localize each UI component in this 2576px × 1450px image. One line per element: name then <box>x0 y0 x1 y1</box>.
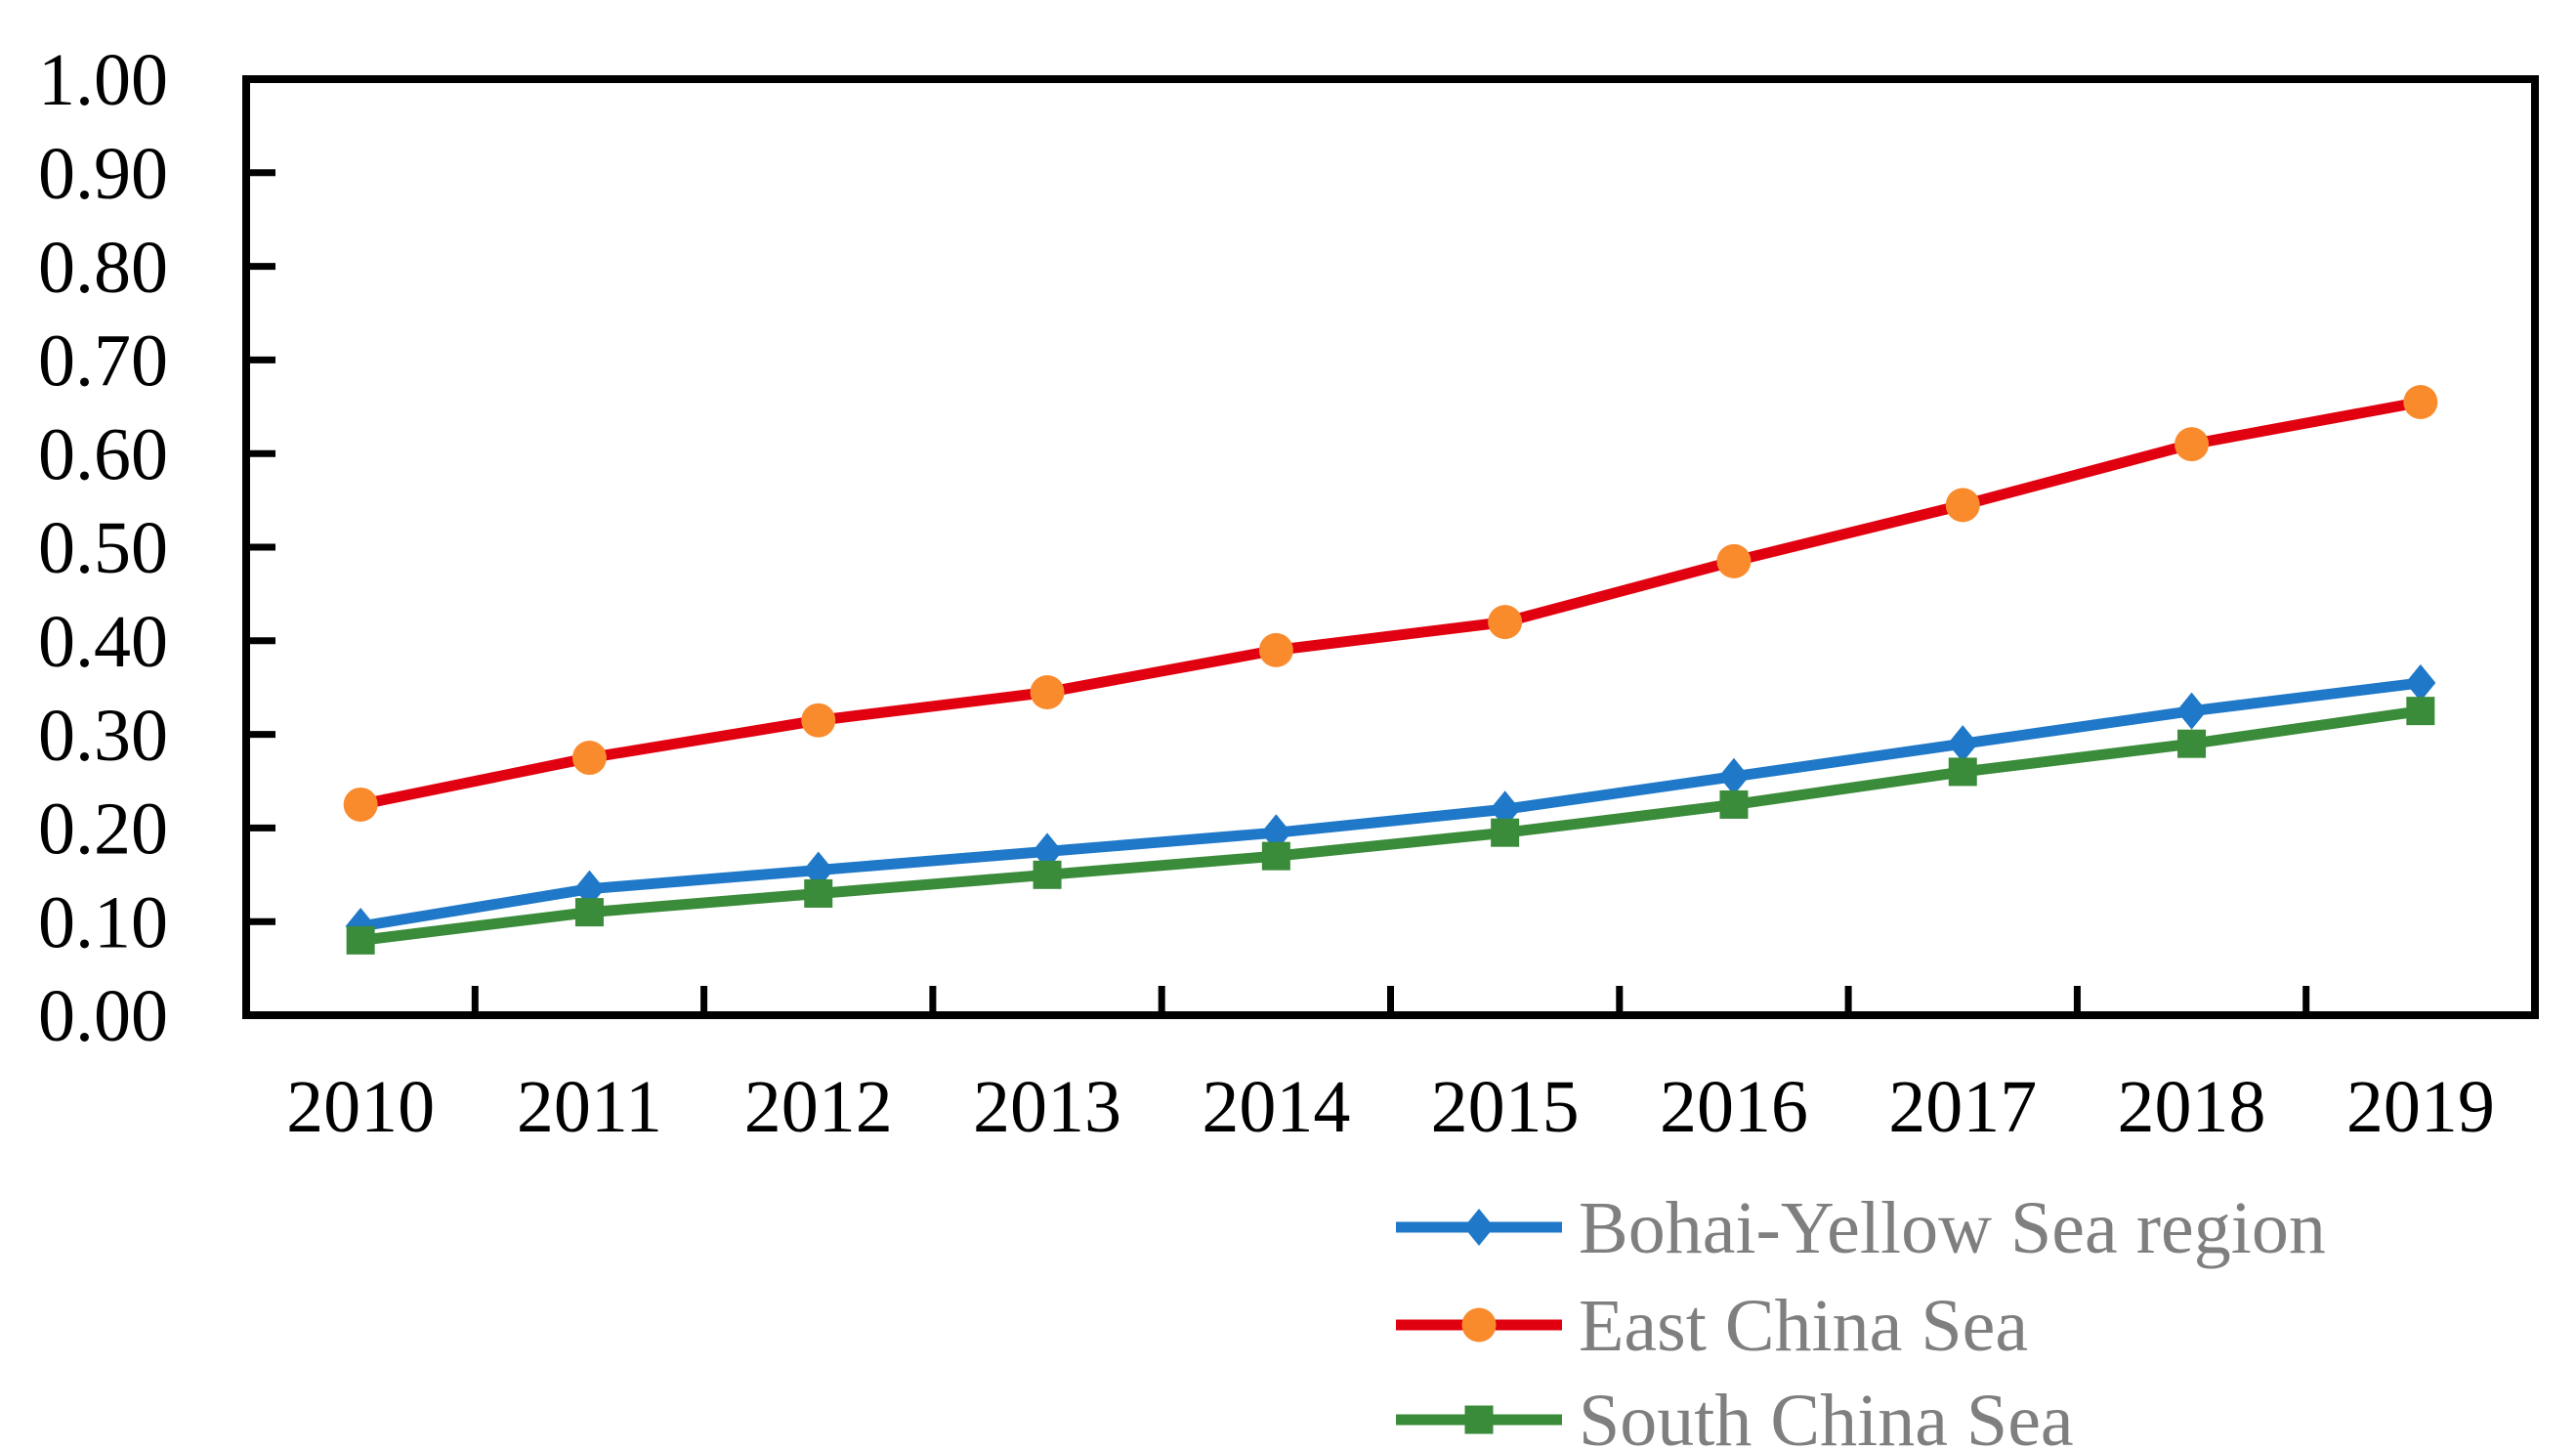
data-point-marker-south-china-sea <box>1033 860 1062 889</box>
y-axis-tick-label: 0.80 <box>38 227 168 309</box>
data-point-marker-east-china-sea <box>1945 488 1980 523</box>
x-axis-tick-label: 2018 <box>2118 1066 2266 1148</box>
x-axis: 2010 2011 2012 2013 2014 2015 2016 2017 2018 2019 <box>286 986 2495 1148</box>
data-point-marker-east-china-sea <box>801 703 836 738</box>
series-line-bohai-yellow-sea-region <box>359 677 2422 932</box>
y-axis-tick-label: 0.10 <box>38 881 168 963</box>
y-axis-tick-label: 0.50 <box>38 507 168 589</box>
y-axis-tick-label: 0.90 <box>38 133 168 215</box>
series-south-china-sea <box>346 697 2435 955</box>
data-point-marker-bohai-yellow-sea-region <box>1947 725 1978 763</box>
data-point-marker-east-china-sea <box>1258 632 1293 667</box>
legend-marker-circle <box>1461 1307 1497 1343</box>
legend: Bohai-Yellow Sea region East China Sea Sou… <box>1396 1187 2326 1450</box>
legend-marker-diamond <box>1463 1209 1495 1246</box>
data-point-marker-bohai-yellow-sea-region <box>1718 757 1750 795</box>
legend-item-bohai-yellow-sea-region: Bohai-Yellow Sea region <box>1396 1187 2326 1269</box>
x-axis-tick-label: 2019 <box>2346 1066 2495 1148</box>
series-line-south-china-sea <box>359 705 2422 946</box>
data-point-marker-south-china-sea <box>1948 757 1977 787</box>
y-axis-tick-label: 0.20 <box>38 789 168 871</box>
x-axis-tick-label: 2016 <box>1660 1066 1808 1148</box>
legend-label: East China Sea <box>1579 1285 2028 1367</box>
x-axis-tick-label: 2017 <box>1888 1066 2037 1148</box>
data-point-marker-east-china-sea <box>343 787 378 822</box>
data-point-marker-south-china-sea <box>1491 818 1520 847</box>
x-axis-tick-label: 2010 <box>286 1066 435 1148</box>
y-axis-tick-label: 0.60 <box>38 413 168 495</box>
y-axis-tick-label: 0.70 <box>38 320 168 403</box>
y-axis-tick-label: 1.00 <box>38 39 168 121</box>
data-point-marker-south-china-sea <box>2406 697 2435 726</box>
y-axis-tick-label: 0.30 <box>38 695 168 777</box>
y-axis-tick-label: 0.00 <box>38 975 168 1057</box>
data-point-marker-east-china-sea <box>2403 385 2438 420</box>
legend-marker-square <box>1464 1405 1494 1434</box>
data-point-marker-south-china-sea <box>1719 789 1749 819</box>
y-axis: 0.00 0.10 0.20 0.30 0.40 0.50 0.60 0.70 0.80 0.90… <box>38 39 275 1057</box>
data-point-marker-south-china-sea <box>1261 841 1290 871</box>
x-axis-tick-label: 2014 <box>1202 1066 1350 1148</box>
data-point-marker-south-china-sea <box>346 925 375 955</box>
data-point-marker-south-china-sea <box>2177 729 2207 758</box>
data-point-marker-bohai-yellow-sea-region <box>2176 692 2208 730</box>
legend-item-south-china-sea: South China Sea <box>1396 1380 2074 1450</box>
x-axis-tick-label: 2011 <box>517 1066 662 1148</box>
legend-label: South China Sea <box>1579 1380 2074 1450</box>
legend-item-east-china-sea: East China Sea <box>1396 1285 2028 1367</box>
data-point-marker-east-china-sea <box>571 741 607 776</box>
legend-label: Bohai-Yellow Sea region <box>1579 1187 2326 1269</box>
data-point-marker-east-china-sea <box>1488 605 1523 640</box>
data-point-marker-east-china-sea <box>1716 543 1752 578</box>
data-point-marker-east-china-sea <box>1030 674 1065 709</box>
data-point-marker-south-china-sea <box>574 898 604 927</box>
data-point-marker-bohai-yellow-sea-region <box>2405 663 2436 702</box>
x-axis-tick-label: 2012 <box>744 1066 893 1148</box>
x-axis-tick-label: 2013 <box>973 1066 1121 1148</box>
y-axis-tick-label: 0.40 <box>38 601 168 683</box>
series-east-china-sea <box>343 385 2438 822</box>
x-axis-tick-label: 2015 <box>1431 1066 1580 1148</box>
data-point-marker-south-china-sea <box>804 878 833 908</box>
series-line-east-china-sea <box>359 397 2422 810</box>
data-point-marker-east-china-sea <box>2175 427 2210 462</box>
